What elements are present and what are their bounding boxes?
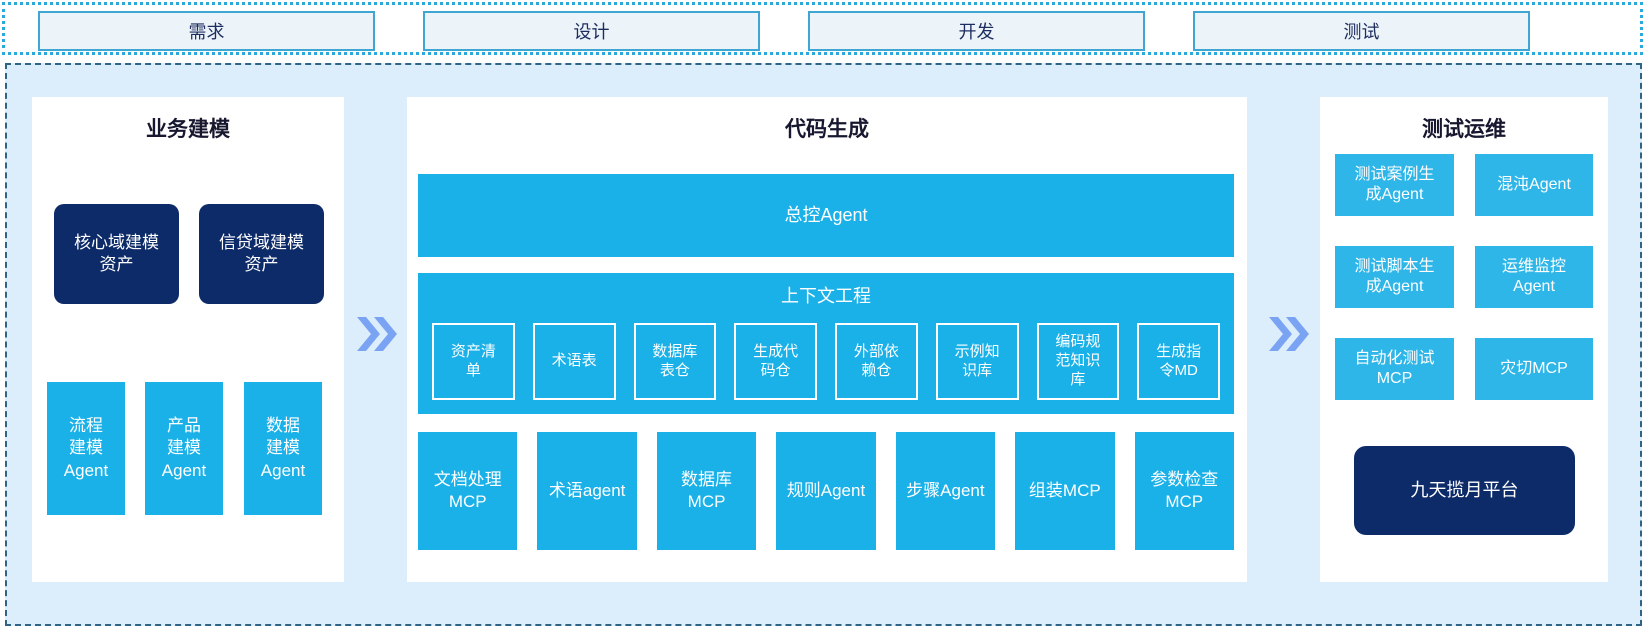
- phase-box-development: 开发: [808, 11, 1145, 51]
- panel-title-business-modeling: 业务建模: [146, 118, 230, 141]
- node-rules-agent: 规则Agent: [776, 432, 876, 550]
- node-parameter-check-mcp: 参数检查 MCP: [1134, 432, 1234, 550]
- context-engineering-title: 上下文工程: [781, 286, 871, 306]
- node-glossary: 术语表: [532, 323, 616, 400]
- node-steps-agent: 步骤Agent: [895, 432, 996, 550]
- node-terminology-agent: 术语agent: [537, 432, 637, 550]
- phase-label: 需求: [188, 22, 225, 42]
- node-data-modeling-agent: 数据 建模 Agent: [244, 382, 322, 515]
- node-test-case-generation-agent: 测试案例生 成Agent: [1335, 154, 1454, 216]
- architecture-container: 业务建模 核心域建模 资产 信贷域建模 资产 流程 建模 Agent 产品 建模…: [5, 63, 1642, 626]
- node-product-modeling-agent: 产品 建模 Agent: [145, 382, 223, 515]
- panel-test-operations: 测试运维 测试案例生 成Agent 混沌Agent 测试脚本生 成Agent 运…: [1320, 97, 1608, 582]
- phase-label: 开发: [958, 22, 995, 42]
- context-engineering-row: 资产清 单 术语表 数据库 表仓 生成代 码仓 外部依 赖仓 示例知 识库 编码…: [432, 323, 1220, 400]
- node-assembly-mcp: 组装MCP: [1015, 432, 1115, 550]
- panel-title-test-operations: 测试运维: [1422, 118, 1506, 141]
- test-ops-grid: 测试案例生 成Agent 混沌Agent 测试脚本生 成Agent 运维监控 A…: [1335, 154, 1593, 400]
- tool-agent-row: 文档处理 MCP 术语agent 数据库 MCP 规则Agent 步骤Agent…: [418, 432, 1234, 550]
- node-master-control-agent: 总控Agent: [418, 174, 1234, 257]
- node-database-mcp: 数据库 MCP: [656, 432, 757, 550]
- panel-business-modeling: 业务建模 核心域建模 资产 信贷域建模 资产 流程 建模 Agent 产品 建模…: [32, 97, 344, 582]
- node-core-domain-modeling-assets: 核心域建模 资产: [54, 204, 179, 304]
- node-external-dependency-repo: 外部依 赖仓: [835, 323, 918, 400]
- node-generation-instruction-md: 生成指 令MD: [1137, 323, 1220, 400]
- phase-box-testing: 测试: [1193, 11, 1530, 51]
- flow-arrow-icon: [1269, 317, 1309, 351]
- node-test-script-generation-agent: 测试脚本生 成Agent: [1335, 246, 1454, 308]
- node-disaster-switchover-mcp: 灾切MCP: [1475, 338, 1593, 400]
- panel-code-generation: 代码生成 总控Agent 上下文工程 资产清 单 术语表 数据库 表仓 生成代 …: [407, 97, 1247, 582]
- node-generated-code-repo: 生成代 码仓: [734, 323, 817, 400]
- node-asset-list: 资产清 单: [432, 323, 515, 400]
- phase-label: 测试: [1343, 22, 1380, 42]
- phase-label: 设计: [573, 22, 610, 42]
- node-coding-standards-knowledge-base: 编码规 范知识 库: [1036, 323, 1120, 400]
- phase-strip: 需求 设计 开发 测试: [2, 2, 1643, 55]
- node-process-modeling-agent: 流程 建模 Agent: [47, 382, 125, 515]
- phase-box-design: 设计: [423, 11, 760, 51]
- phase-box-requirements: 需求: [38, 11, 375, 51]
- node-doc-processing-mcp: 文档处理 MCP: [418, 432, 518, 550]
- node-database-table-repo: 数据库 表仓: [633, 323, 717, 400]
- flow-arrow-icon: [357, 317, 397, 351]
- node-chaos-agent: 混沌Agent: [1475, 154, 1593, 216]
- context-engineering-group: 上下文工程 资产清 单 术语表 数据库 表仓 生成代 码仓 外部依 赖仓 示例知…: [418, 273, 1234, 414]
- node-example-knowledge-base: 示例知 识库: [935, 323, 1019, 400]
- node-automated-testing-mcp: 自动化测试 MCP: [1335, 338, 1454, 400]
- node-credit-domain-modeling-assets: 信贷域建模 资产: [199, 204, 324, 304]
- node-jiutian-lanyue-platform: 九天揽月平台: [1354, 446, 1575, 535]
- panel-title-code-generation: 代码生成: [785, 118, 869, 141]
- node-ops-monitoring-agent: 运维监控 Agent: [1475, 246, 1593, 308]
